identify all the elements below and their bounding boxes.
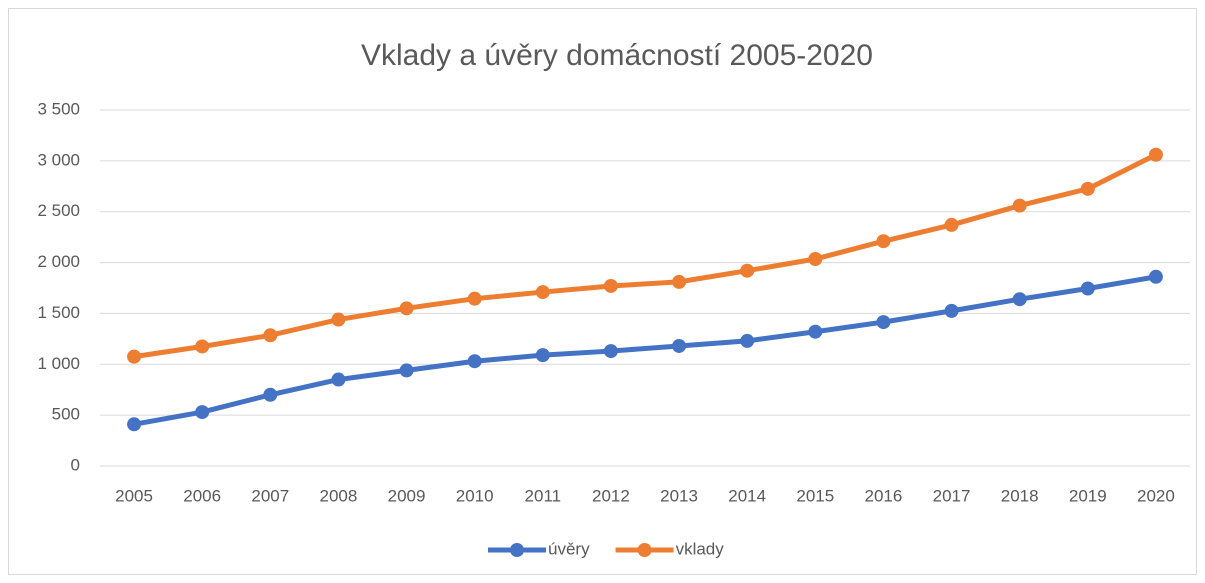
series-line [133,274,1157,427]
y-tick-label: 2 500 [37,201,80,220]
point [672,274,687,289]
point [603,278,618,293]
point [263,328,278,343]
y-tick-label: 500 [52,405,80,424]
y-tick-label: 0 [71,455,80,474]
y-tick-label: 2 000 [37,252,80,271]
point [876,315,891,330]
point [808,324,823,339]
point [672,338,687,353]
y-tick-label: 1 500 [37,303,80,322]
point [127,417,142,432]
x-tick-label: 2005 [115,486,153,505]
legend-label: úvěry [548,539,590,558]
point [603,344,618,359]
chart-border [8,8,1197,575]
x-tick-label: 2015 [796,486,834,505]
x-tick-label: 2011 [525,486,562,505]
point [808,252,823,267]
point [535,348,550,363]
x-tick-label: 2014 [728,486,766,505]
series-line [133,152,1158,360]
point [331,312,346,327]
x-tick-label: 2009 [388,486,426,505]
x-tick-label: 2008 [320,486,358,505]
legend-marker [510,543,524,557]
point [535,285,550,300]
legend-label: vklady [676,539,725,558]
point [467,354,482,369]
point [195,339,210,354]
point [1080,281,1095,296]
point [1080,181,1095,196]
x-tick-label: 2017 [933,486,971,505]
x-tick-label: 2020 [1137,486,1175,505]
chart-title: Vklady a úvěry domácností 2005-2020 [361,39,873,72]
point [331,372,346,387]
point [740,333,755,348]
x-tick-label: 2013 [660,486,698,505]
x-tick-label: 2012 [592,486,630,505]
y-tick-label: 3 000 [37,150,80,169]
point [1148,269,1163,284]
point [263,387,278,402]
x-tick-label: 2019 [1069,486,1107,505]
point [127,349,142,364]
point [1012,198,1027,213]
point [1012,292,1027,307]
y-tick-label: 3 500 [37,99,80,118]
point [399,301,414,316]
point [944,303,959,318]
point [399,363,414,378]
x-tick-label: 2016 [865,486,903,505]
point [740,263,755,278]
x-tick-label: 2018 [1001,486,1039,505]
x-tick-label: 2010 [456,486,494,505]
point [944,217,959,232]
y-tick-label: 1 000 [37,354,80,373]
x-tick-label: 2006 [183,486,221,505]
point [876,234,891,249]
point [195,405,210,420]
point [1148,147,1163,162]
point [467,291,482,306]
x-tick-label: 2007 [251,486,289,505]
legend-marker [637,543,652,557]
